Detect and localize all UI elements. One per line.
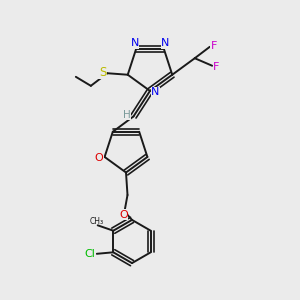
Text: N: N — [130, 38, 139, 48]
Text: Cl: Cl — [85, 249, 96, 260]
Text: N: N — [151, 87, 160, 98]
Text: F: F — [213, 62, 220, 72]
Text: H: H — [123, 110, 131, 120]
Text: N: N — [161, 38, 170, 48]
Text: S: S — [99, 65, 106, 79]
Text: O: O — [119, 209, 128, 220]
Text: F: F — [211, 40, 217, 51]
Text: CH₃: CH₃ — [90, 217, 104, 226]
Text: O: O — [95, 153, 103, 163]
